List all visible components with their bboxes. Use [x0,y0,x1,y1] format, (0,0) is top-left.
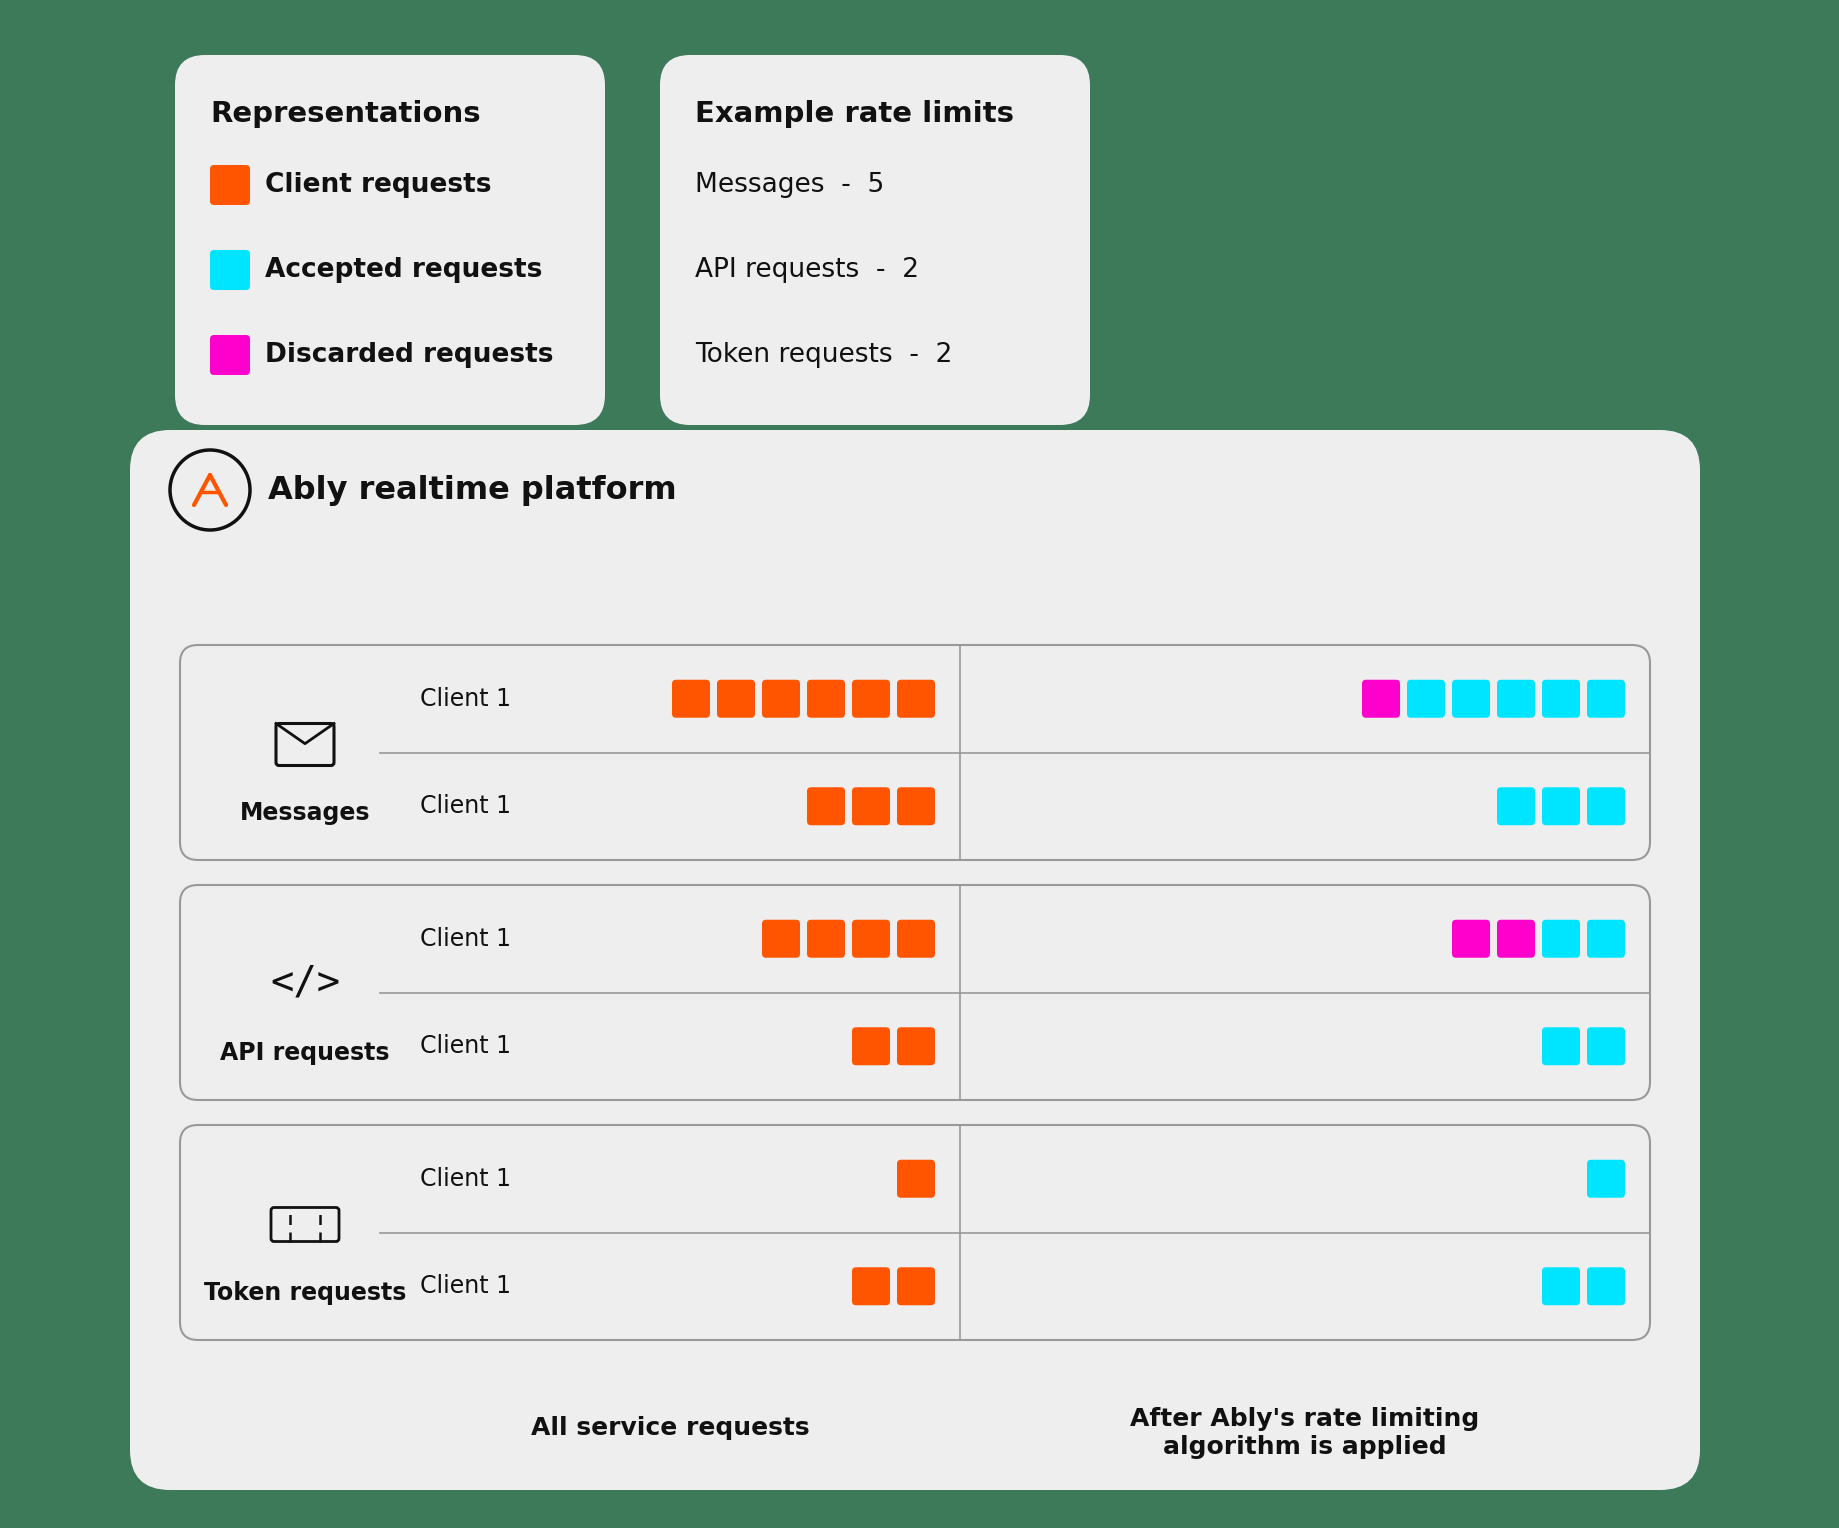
FancyBboxPatch shape [210,251,250,290]
FancyBboxPatch shape [175,55,605,425]
FancyBboxPatch shape [660,55,1089,425]
FancyBboxPatch shape [1451,680,1490,718]
FancyBboxPatch shape [1541,1267,1580,1305]
Text: Client 1: Client 1 [419,795,511,819]
FancyBboxPatch shape [1585,920,1624,958]
Text: Example rate limits: Example rate limits [695,99,1013,128]
FancyBboxPatch shape [131,429,1699,1490]
FancyBboxPatch shape [851,680,890,718]
FancyBboxPatch shape [1541,920,1580,958]
FancyBboxPatch shape [1407,680,1444,718]
FancyBboxPatch shape [1541,680,1580,718]
FancyBboxPatch shape [897,1027,934,1065]
Text: After Ably's rate limiting
algorithm is applied: After Ably's rate limiting algorithm is … [1129,1407,1479,1459]
FancyBboxPatch shape [851,1267,890,1305]
FancyBboxPatch shape [897,787,934,825]
Text: API requests: API requests [221,1041,390,1065]
FancyBboxPatch shape [1585,1160,1624,1198]
Text: API requests  -  2: API requests - 2 [695,257,918,283]
Text: Accepted requests: Accepted requests [265,257,543,283]
Text: Ably realtime platform: Ably realtime platform [268,475,677,506]
FancyBboxPatch shape [897,1267,934,1305]
FancyBboxPatch shape [180,885,1650,1100]
FancyBboxPatch shape [897,1160,934,1198]
Text: Representations: Representations [210,99,480,128]
FancyBboxPatch shape [897,920,934,958]
FancyBboxPatch shape [1497,787,1534,825]
FancyBboxPatch shape [897,680,934,718]
FancyBboxPatch shape [807,787,844,825]
FancyBboxPatch shape [807,680,844,718]
Text: Client 1: Client 1 [419,1034,511,1059]
Text: Client 1: Client 1 [419,1274,511,1299]
FancyBboxPatch shape [1585,1267,1624,1305]
FancyBboxPatch shape [210,335,250,374]
Text: </>: </> [270,964,340,1001]
Text: Discarded requests: Discarded requests [265,342,554,368]
Text: All service requests: All service requests [530,1416,809,1439]
FancyBboxPatch shape [761,920,800,958]
FancyBboxPatch shape [1497,920,1534,958]
Text: Client 1: Client 1 [419,927,511,950]
FancyBboxPatch shape [1585,680,1624,718]
FancyBboxPatch shape [180,645,1650,860]
Text: Client 1: Client 1 [419,1167,511,1190]
Text: Messages  -  5: Messages - 5 [695,173,885,199]
FancyBboxPatch shape [761,680,800,718]
Text: Client 1: Client 1 [419,686,511,711]
FancyBboxPatch shape [1585,787,1624,825]
FancyBboxPatch shape [1541,1027,1580,1065]
FancyBboxPatch shape [851,787,890,825]
FancyBboxPatch shape [851,1027,890,1065]
FancyBboxPatch shape [851,920,890,958]
Text: Token requests  -  2: Token requests - 2 [695,342,953,368]
Text: Token requests: Token requests [204,1280,406,1305]
FancyBboxPatch shape [1361,680,1399,718]
Text: Client requests: Client requests [265,173,491,199]
FancyBboxPatch shape [210,165,250,205]
FancyBboxPatch shape [807,920,844,958]
FancyBboxPatch shape [1497,680,1534,718]
Text: Messages: Messages [239,801,370,825]
FancyBboxPatch shape [1585,1027,1624,1065]
FancyBboxPatch shape [1541,787,1580,825]
FancyBboxPatch shape [717,680,754,718]
FancyBboxPatch shape [671,680,710,718]
FancyBboxPatch shape [1451,920,1490,958]
FancyBboxPatch shape [180,1125,1650,1340]
